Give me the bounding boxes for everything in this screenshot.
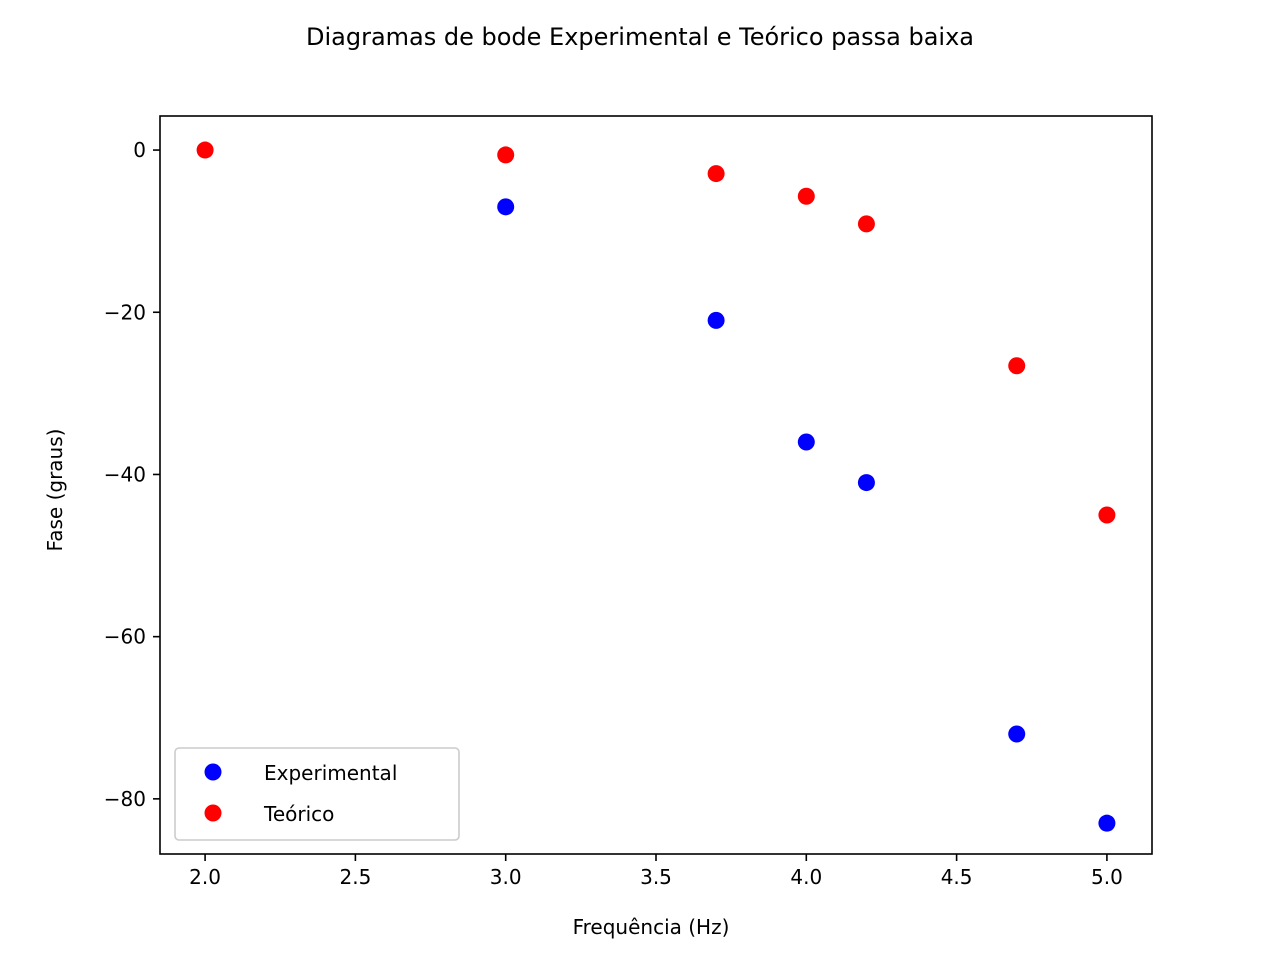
data-point-teorico	[857, 215, 875, 233]
y-axis-ticks: 0 −20 −40 −60 −80	[104, 138, 160, 811]
data-point-teorico	[1008, 357, 1026, 375]
y-tick-label: −80	[104, 787, 146, 811]
data-point-teorico	[1098, 506, 1116, 524]
chart-title: Diagramas de bode Experimental e Teórico…	[306, 23, 974, 51]
y-axis-label: Fase (graus)	[43, 429, 67, 552]
legend-marker-experimental	[204, 763, 222, 781]
data-point-experimental	[1008, 725, 1026, 743]
legend-label-experimental: Experimental	[264, 761, 397, 785]
y-tick-label: −40	[104, 462, 146, 486]
data-point-teorico	[797, 187, 815, 205]
y-tick-label: 0	[133, 138, 146, 162]
data-marks	[196, 141, 1116, 832]
data-point-teorico	[196, 141, 214, 159]
legend: Experimental Teórico	[174, 747, 460, 841]
legend-frame	[174, 747, 460, 841]
data-point-experimental	[1098, 814, 1116, 832]
x-tick-label: 5.0	[1091, 865, 1123, 889]
data-point-experimental	[857, 474, 875, 492]
x-tick-label: 2.0	[189, 865, 221, 889]
y-tick-label: −20	[104, 300, 146, 324]
x-axis-label: Frequência (Hz)	[573, 915, 730, 939]
legend-label-teorico: Teórico	[263, 802, 334, 826]
data-point-experimental	[497, 198, 515, 216]
x-tick-label: 3.0	[490, 865, 522, 889]
x-tick-label: 4.5	[941, 865, 973, 889]
legend-marker-teorico	[204, 804, 222, 822]
x-tick-label: 3.5	[640, 865, 672, 889]
x-axis-ticks: 2.0 2.5 3.0 3.5 4.0 4.5 5.0	[189, 854, 1123, 889]
x-tick-label: 4.0	[790, 865, 822, 889]
data-point-experimental	[707, 311, 725, 329]
data-point-teorico	[497, 146, 515, 164]
data-point-teorico	[707, 165, 725, 183]
data-point-experimental	[797, 433, 815, 451]
y-tick-label: −60	[104, 625, 146, 649]
x-tick-label: 2.5	[339, 865, 371, 889]
